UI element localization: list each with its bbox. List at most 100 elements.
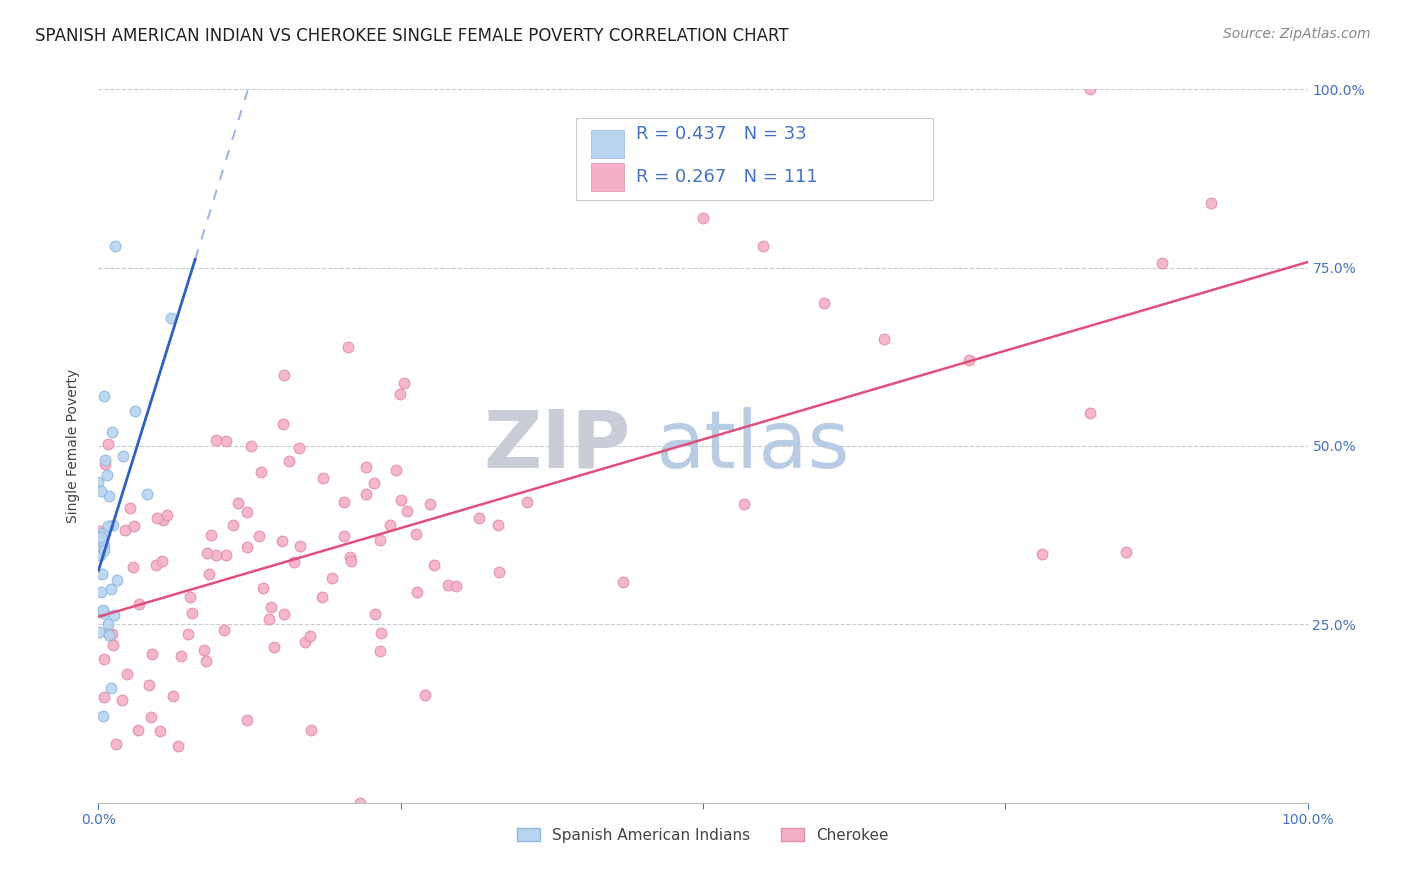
Point bbox=[90, 530, 112, 544]
Point bbox=[396, 503, 419, 517]
Point bbox=[90, 483, 112, 498]
Point bbox=[299, 629, 322, 643]
Point bbox=[97, 625, 120, 640]
Point bbox=[419, 497, 441, 511]
Point bbox=[215, 434, 238, 448]
Point bbox=[385, 463, 408, 477]
Point bbox=[90, 541, 112, 556]
Point bbox=[93, 525, 115, 540]
Point bbox=[93, 458, 115, 472]
Point bbox=[235, 540, 257, 554]
Point bbox=[340, 554, 363, 568]
Point bbox=[423, 558, 446, 573]
Point bbox=[104, 239, 127, 253]
Text: R = 0.267   N = 111: R = 0.267 N = 111 bbox=[637, 168, 818, 186]
Point bbox=[354, 459, 377, 474]
Point bbox=[180, 606, 202, 620]
Point bbox=[93, 606, 115, 620]
Point bbox=[468, 510, 491, 524]
Point bbox=[247, 529, 270, 543]
Point bbox=[236, 505, 259, 519]
Point bbox=[111, 449, 134, 463]
Point bbox=[388, 387, 411, 401]
Bar bbox=[591, 130, 624, 159]
Point bbox=[692, 211, 714, 225]
Point bbox=[103, 608, 125, 623]
Point bbox=[105, 737, 128, 751]
Point bbox=[1115, 545, 1137, 559]
Point bbox=[162, 689, 184, 703]
Point bbox=[93, 542, 115, 557]
Point bbox=[93, 652, 115, 666]
Point bbox=[101, 425, 124, 439]
Point bbox=[205, 433, 228, 447]
Point bbox=[444, 579, 467, 593]
Point bbox=[222, 518, 245, 533]
Bar bbox=[591, 162, 624, 191]
Point bbox=[91, 708, 114, 723]
Text: SPANISH AMERICAN INDIAN VS CHEROKEE SINGLE FEMALE POVERTY CORRELATION CHART: SPANISH AMERICAN INDIAN VS CHEROKEE SING… bbox=[35, 27, 789, 45]
Point bbox=[277, 454, 299, 468]
Point bbox=[145, 558, 167, 572]
Point bbox=[200, 527, 222, 541]
Point bbox=[249, 465, 271, 479]
Point bbox=[197, 546, 219, 560]
Legend: Spanish American Indians, Cherokee: Spanish American Indians, Cherokee bbox=[512, 822, 894, 848]
Point bbox=[273, 607, 295, 622]
Point bbox=[198, 567, 221, 582]
Point bbox=[1031, 547, 1053, 561]
Point bbox=[294, 634, 316, 648]
Point bbox=[177, 627, 200, 641]
Point bbox=[1152, 256, 1174, 270]
Point bbox=[312, 471, 335, 485]
Point bbox=[957, 353, 980, 368]
Point bbox=[111, 692, 134, 706]
Point bbox=[290, 539, 312, 553]
Point bbox=[263, 640, 285, 654]
Text: ZIP: ZIP bbox=[484, 407, 630, 485]
Point bbox=[271, 417, 294, 431]
Point bbox=[135, 486, 157, 500]
Text: Source: ZipAtlas.com: Source: ZipAtlas.com bbox=[1223, 27, 1371, 41]
Point bbox=[333, 529, 356, 543]
Point bbox=[301, 723, 323, 737]
Point bbox=[170, 648, 193, 663]
Point bbox=[204, 548, 226, 562]
Point bbox=[195, 654, 218, 668]
Point bbox=[370, 533, 392, 547]
Point bbox=[378, 518, 401, 533]
Point bbox=[273, 368, 295, 382]
Point bbox=[166, 739, 188, 753]
Point bbox=[332, 495, 354, 509]
Point bbox=[339, 550, 361, 565]
Point bbox=[252, 581, 274, 595]
Point bbox=[516, 495, 538, 509]
Point bbox=[368, 644, 391, 658]
Point bbox=[363, 475, 385, 490]
Point bbox=[752, 239, 775, 253]
Point bbox=[114, 523, 136, 537]
Point bbox=[89, 548, 111, 562]
Point bbox=[488, 565, 510, 579]
Point bbox=[87, 524, 110, 538]
Point bbox=[96, 468, 118, 483]
Point bbox=[413, 688, 436, 702]
Point bbox=[193, 642, 215, 657]
Point bbox=[87, 475, 110, 489]
Point bbox=[93, 389, 115, 403]
Point bbox=[226, 496, 249, 510]
Point bbox=[236, 713, 259, 727]
Point bbox=[122, 518, 145, 533]
Point bbox=[97, 628, 120, 642]
Point bbox=[94, 453, 117, 467]
Point bbox=[1199, 196, 1222, 211]
Point bbox=[120, 501, 142, 516]
Point bbox=[160, 310, 183, 325]
Point bbox=[87, 624, 110, 639]
Point bbox=[311, 591, 333, 605]
Point bbox=[103, 517, 125, 532]
Point bbox=[336, 340, 359, 354]
Point bbox=[392, 376, 415, 390]
Point bbox=[90, 584, 112, 599]
Point bbox=[488, 518, 510, 533]
